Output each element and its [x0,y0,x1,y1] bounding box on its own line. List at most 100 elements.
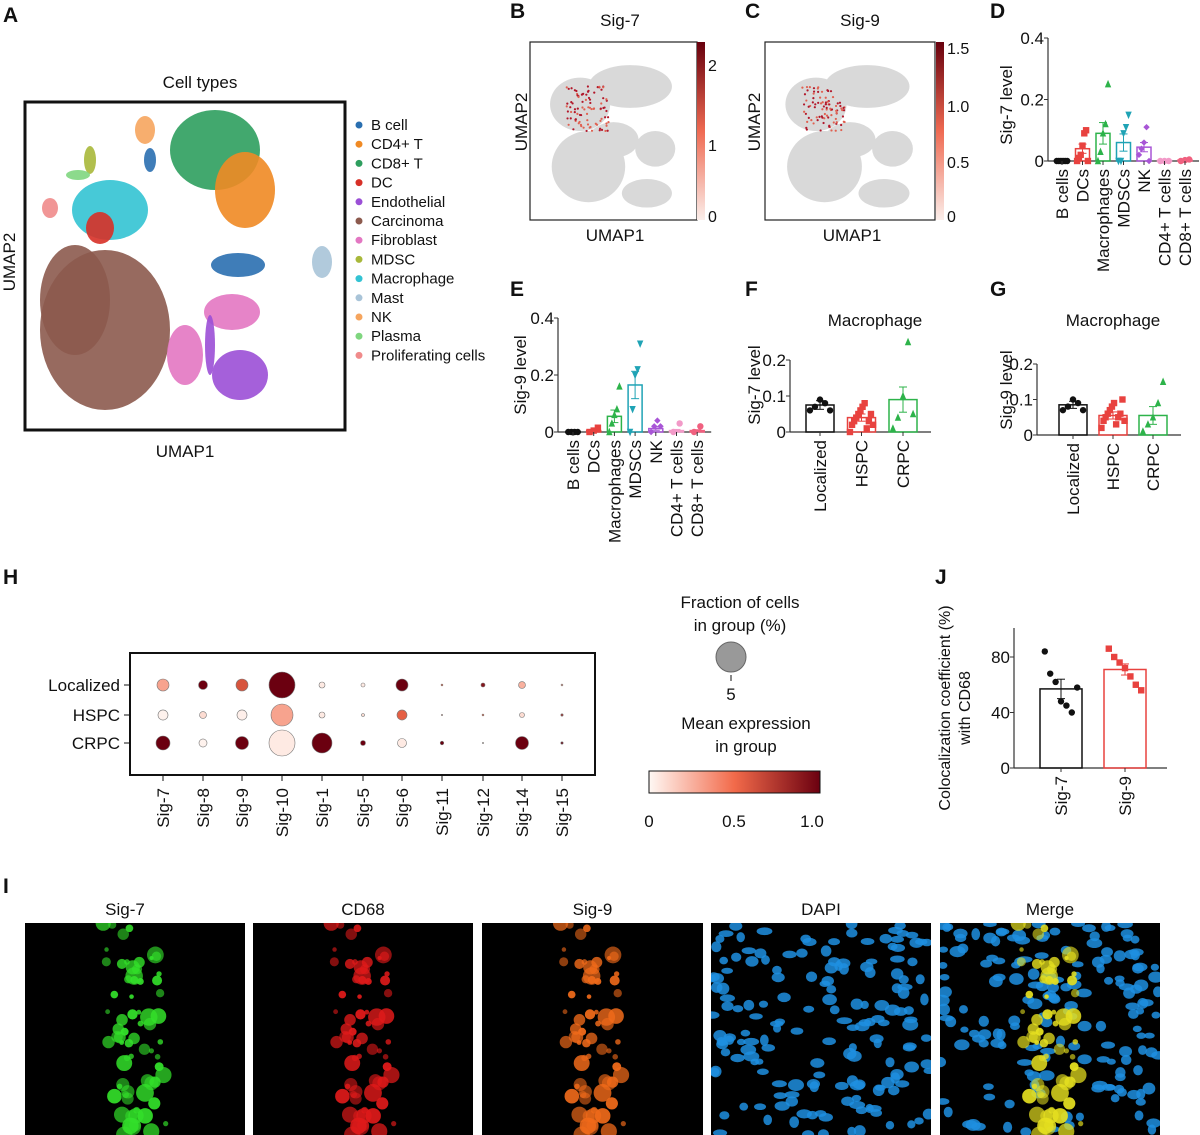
umap-expr-cell [830,108,834,111]
data-point [859,403,866,410]
stained-cell [376,1048,383,1054]
umap-expr-cell [840,107,843,110]
data-point [608,419,616,427]
nucleus [1091,1084,1105,1093]
umap-expr-cell [816,119,819,122]
stained-cell [1031,958,1042,969]
data-point [1125,111,1132,120]
legend-label: Mast [371,290,404,307]
nucleus [1120,1054,1132,1065]
column-label: Sig-10 [273,788,292,837]
stained-cell [344,958,355,969]
umap-expr-cell [577,122,580,125]
data-point [855,410,862,418]
stained-cell [613,989,622,998]
umap-a-ylabel: UMAP2 [0,233,19,292]
y-axis-label: Sig-7 level [997,65,1016,144]
dot [515,736,529,750]
umap-expr-cell [835,109,838,112]
nucleus [897,986,910,999]
nucleus [1095,1020,1107,1032]
panel-label-a: A [3,4,18,27]
stained-cell [583,924,591,933]
dot [481,713,485,717]
panel-label-g: G [990,278,1006,301]
nucleus [719,994,736,1003]
stained-cell [567,990,576,999]
stained-cell [1039,975,1048,984]
stained-cell [562,1009,568,1015]
nucleus [750,1058,760,1066]
umap-expr-cell [570,101,573,104]
legend-swatch [355,351,363,359]
stained-cell [552,923,569,931]
nucleus [1132,963,1144,974]
x-tick-label: NK [1135,168,1154,192]
umap-expr-cell [592,107,596,110]
data-point [651,423,658,430]
nucleus [1068,1041,1081,1051]
stained-cell [121,1090,130,1099]
umap-expr-cell [842,106,845,109]
x-tick-label: CD4+ T cells [668,440,687,537]
umap-a-legend: B cell CD4+ T CD8+ T DC Endothelial Carcinoma… [355,117,485,364]
nucleus [1022,995,1035,1005]
stained-cell [125,960,140,975]
stained-cell [107,1088,122,1104]
umap-expr-cell [835,111,838,115]
nucleus [1016,1059,1033,1066]
data-point [1140,139,1148,146]
nucleus [736,932,745,943]
stained-cell [136,978,144,985]
row-label: Localized [48,676,120,695]
stained-cell [351,1054,359,1062]
stained-cell [332,947,337,952]
legend-swatch [355,198,363,206]
nucleus [1120,929,1134,939]
dot [395,678,409,692]
stained-cell [1078,1121,1084,1127]
nucleus [801,1130,815,1135]
nucleus [943,1106,953,1118]
colorbar-tick: 0 [708,209,717,226]
stained-cell [581,975,590,984]
nucleus [1113,950,1126,962]
stained-cell [1036,1090,1045,1099]
legend-label: Carcinoma [371,213,444,230]
stained-cell [1022,1088,1037,1104]
nucleus [860,961,874,973]
umap-expr-cell [600,117,603,120]
umap-expr-cell [566,102,569,105]
nucleus [971,1122,986,1131]
y-label-line: with CD68 [957,671,974,746]
nucleus [803,1005,815,1013]
colorbar-tick: 2 [708,58,717,75]
nucleus [940,1098,950,1105]
umap-expr-cell [603,116,607,119]
panel-label-j: J [935,566,947,589]
umap-expr-cell [818,115,821,118]
x-tick-label: Sig-9 [1116,776,1135,816]
column-label: Sig-8 [194,788,213,828]
y-axis-label: Sig-9 level [997,350,1016,429]
data-point [850,418,858,425]
umap-c-plot [785,65,913,208]
nucleus [1047,982,1059,993]
nucleus [1096,1056,1110,1063]
umap-expr-cell [606,116,610,119]
stained-cell [581,1118,599,1135]
column-label: Sig-11 [433,788,452,836]
data-point [1077,151,1084,159]
dot [235,736,249,750]
y-tick-label: 0.2 [1009,355,1033,374]
column-label: Sig-9 [233,788,252,828]
y-tick-label: 0.2 [762,351,786,370]
data-point [574,428,581,436]
nucleus [818,1113,833,1122]
umap-expr-cell [576,94,579,97]
umap-a-frame [23,100,347,432]
data-point [590,427,597,434]
nucleus [870,1109,883,1117]
y-tick-label: 0 [545,423,554,442]
umap-c-xlabel: UMAP1 [823,226,882,245]
